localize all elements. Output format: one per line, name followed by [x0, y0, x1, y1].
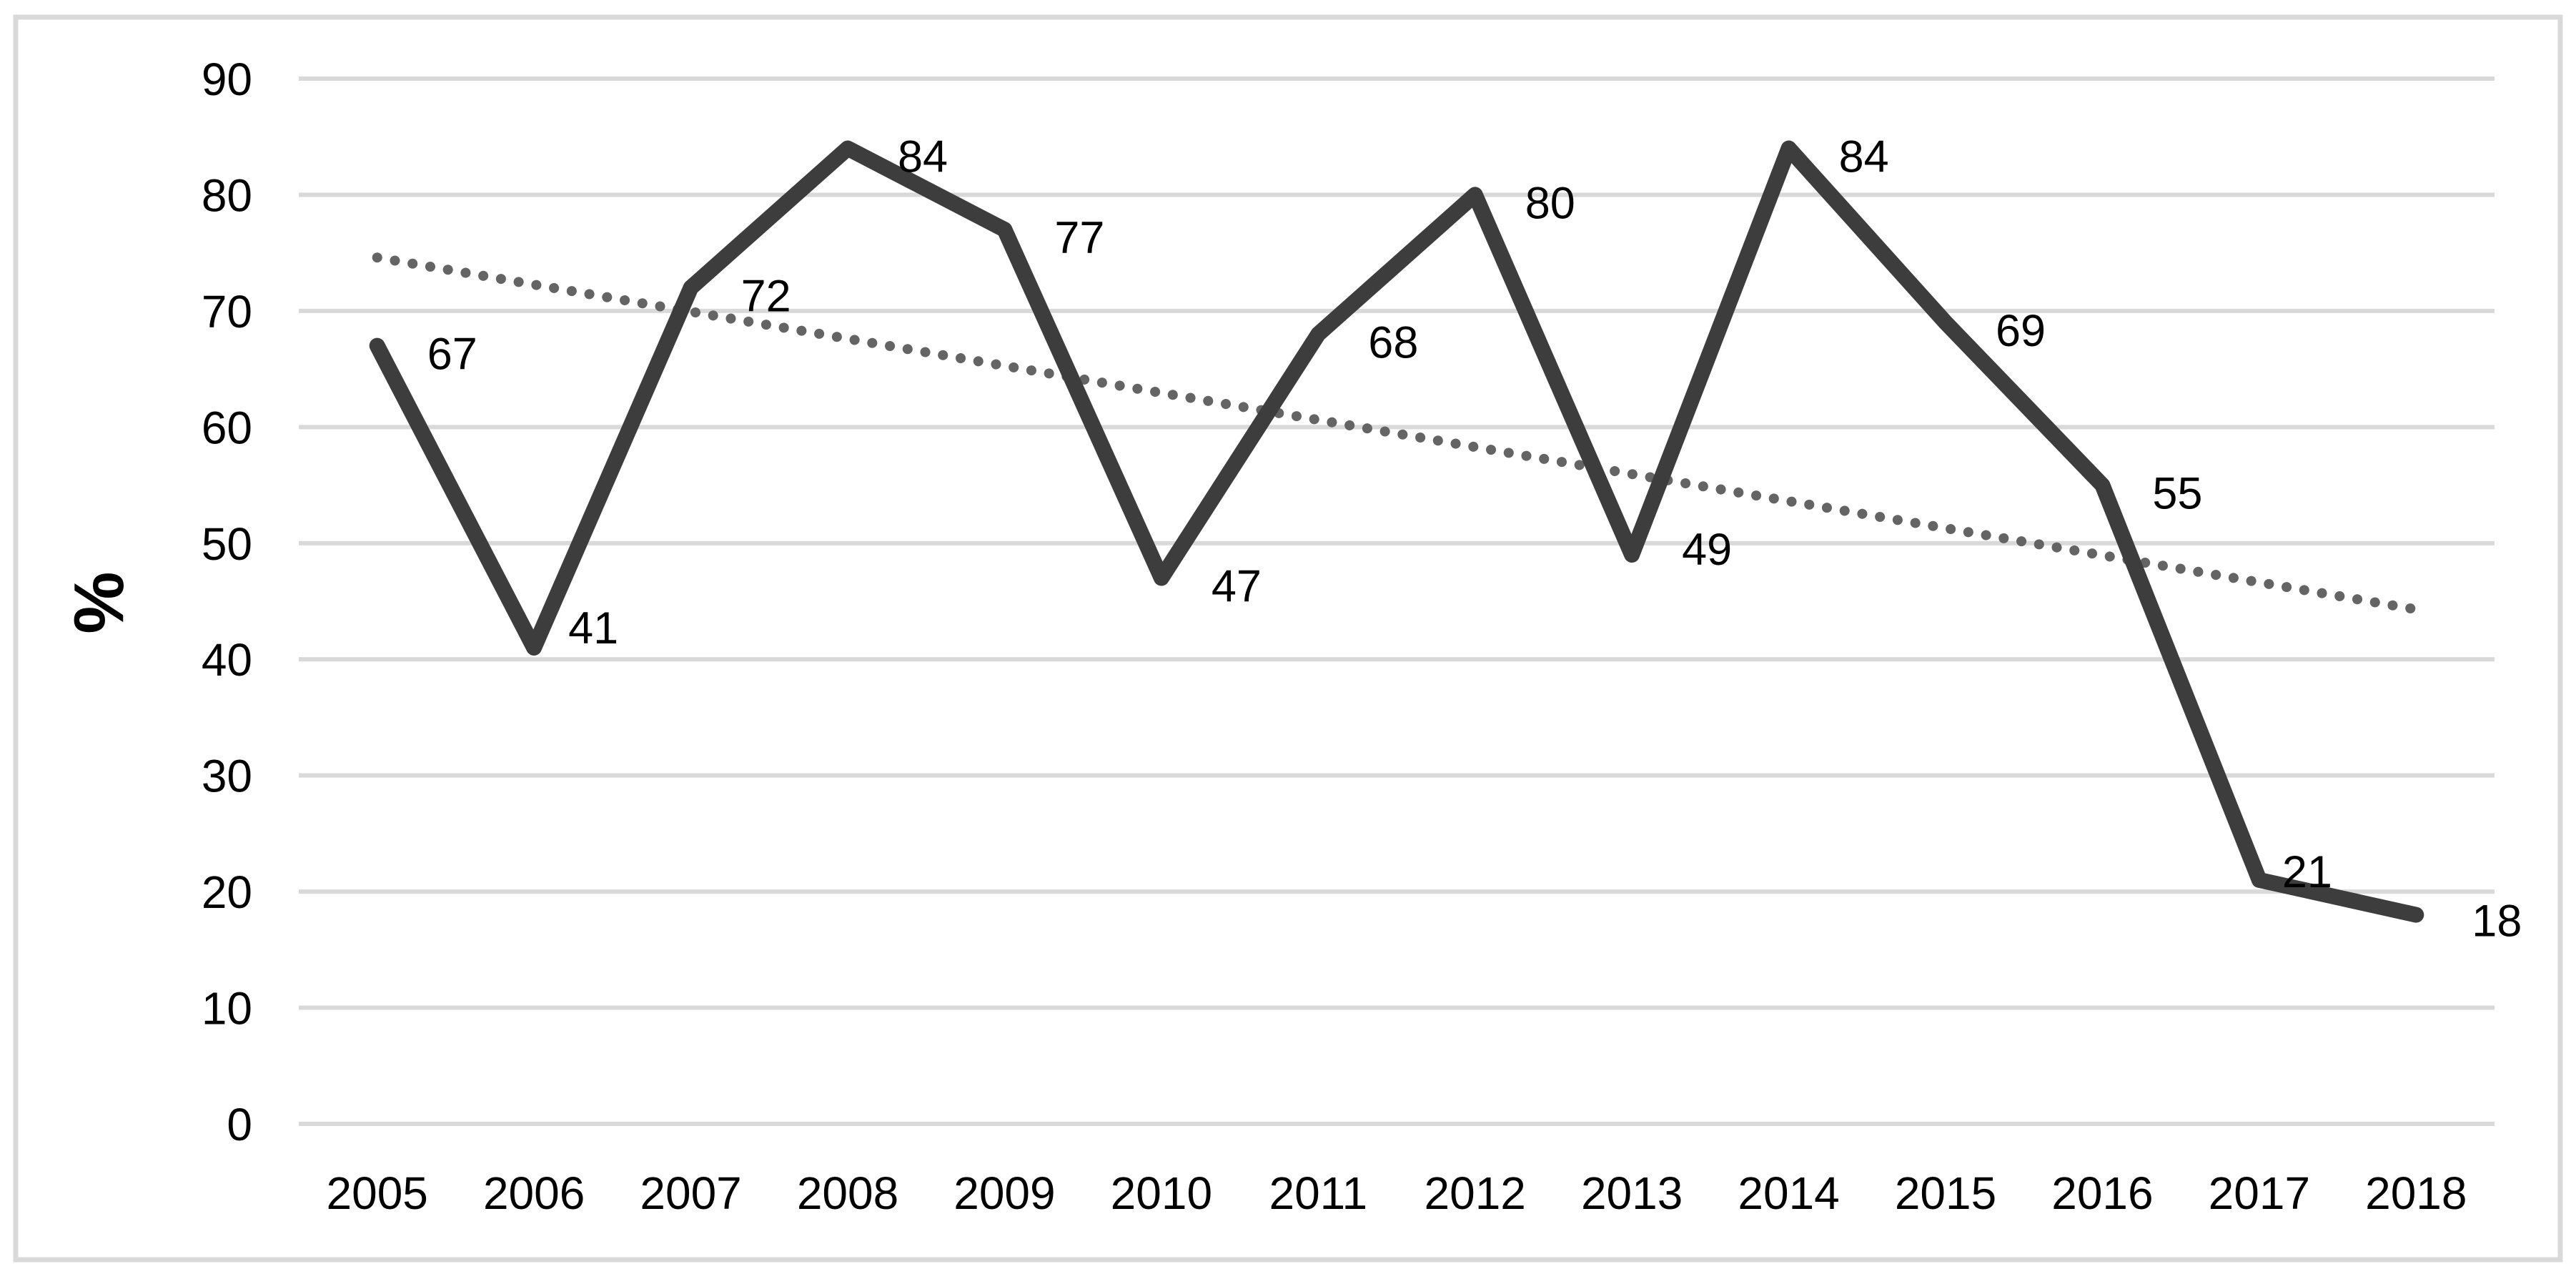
y-tick-label: 20 — [202, 866, 252, 918]
y-axis-title: % — [59, 571, 138, 633]
data-label: 77 — [1054, 213, 1104, 263]
data-label: 80 — [1525, 178, 1575, 228]
y-tick-label: 90 — [202, 54, 252, 105]
x-tick-label: 2017 — [2209, 1167, 2310, 1219]
x-tick-label: 2006 — [483, 1167, 585, 1219]
series-line — [369, 140, 2424, 923]
data-label: 21 — [2282, 847, 2332, 897]
gridlines — [299, 76, 2495, 1126]
y-tick-label: 40 — [202, 634, 252, 686]
data-label: 41 — [568, 603, 618, 653]
data-label: 68 — [1368, 317, 1418, 367]
y-axis-tick-labels: 0 10 20 30 40 50 60 70 80 90 — [202, 54, 252, 1150]
y-tick-label: 30 — [202, 751, 252, 802]
x-tick-label: 2005 — [327, 1167, 428, 1219]
data-label: 18 — [2472, 897, 2522, 947]
data-label: 84 — [898, 132, 948, 182]
x-tick-label: 2018 — [2365, 1167, 2467, 1219]
data-label: 47 — [1212, 562, 1262, 612]
data-label: 72 — [741, 271, 791, 321]
data-label: 84 — [1839, 132, 1889, 182]
y-tick-label: 70 — [202, 286, 252, 337]
y-tick-label: 80 — [202, 169, 252, 221]
x-tick-label: 2012 — [1425, 1167, 1526, 1219]
data-label: 67 — [427, 330, 477, 380]
x-tick-label: 2016 — [2051, 1167, 2153, 1219]
data-label: 49 — [1682, 525, 1732, 575]
x-tick-label: 2015 — [1895, 1167, 1996, 1219]
y-tick-label: 60 — [202, 402, 252, 453]
y-tick-label: 0 — [227, 1099, 252, 1150]
x-axis-tick-labels: 2005 2006 2007 2008 2009 2010 2011 2012 2013 2014… — [327, 1167, 2467, 1219]
y-tick-label: 10 — [202, 983, 252, 1034]
x-tick-label: 2007 — [640, 1167, 741, 1219]
chart-frame-border — [13, 14, 2563, 1263]
data-label: 69 — [1996, 306, 2046, 356]
x-tick-label: 2011 — [1269, 1167, 1367, 1219]
y-tick-label: 50 — [202, 518, 252, 570]
data-labels: 67 41 72 84 77 47 68 80 49 84 69 55 21 18 — [427, 132, 2522, 947]
x-tick-label: 2014 — [1738, 1167, 1839, 1219]
data-label: 55 — [2152, 469, 2202, 519]
x-tick-label: 2013 — [1581, 1167, 1683, 1219]
trend-line — [372, 252, 2422, 615]
x-tick-label: 2010 — [1111, 1167, 1212, 1219]
x-tick-label: 2009 — [953, 1167, 1055, 1219]
x-tick-label: 2008 — [797, 1167, 898, 1219]
